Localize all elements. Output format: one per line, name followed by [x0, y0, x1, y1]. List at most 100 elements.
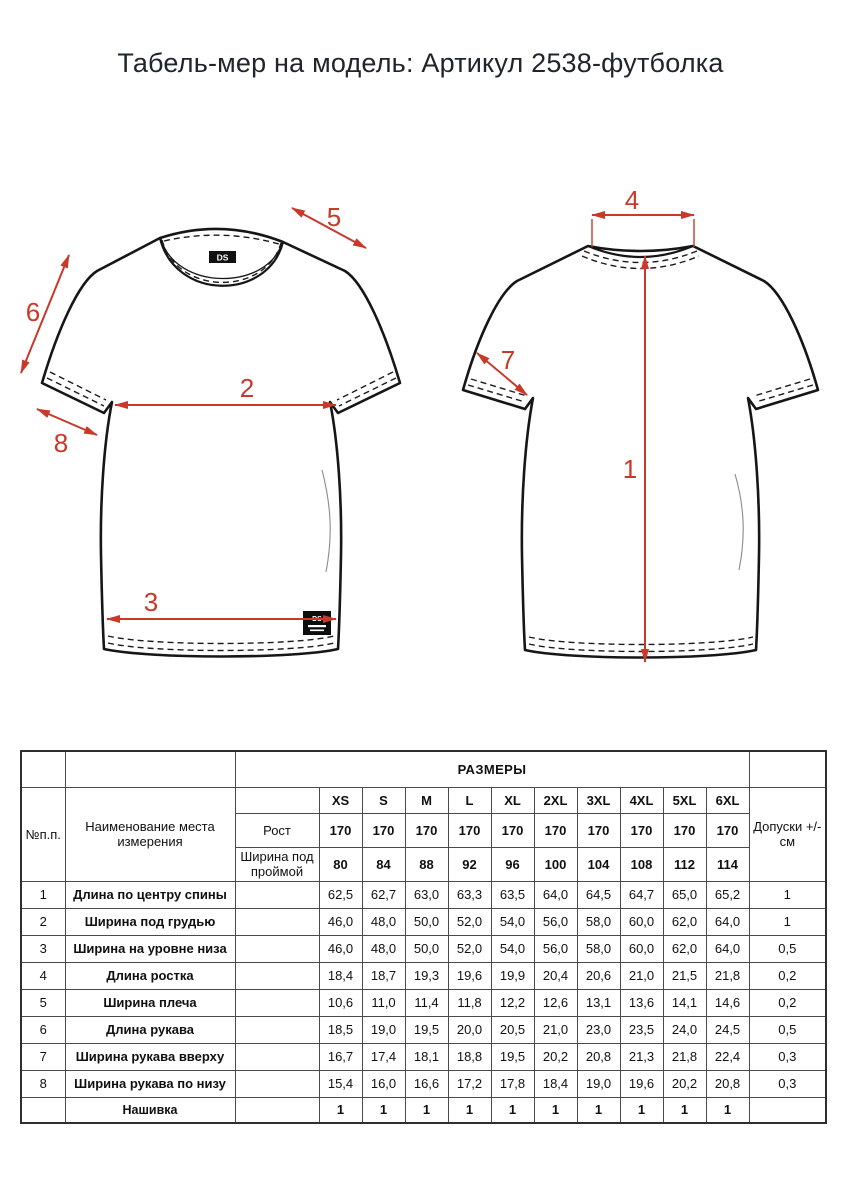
value-cell: 18,7: [361, 961, 406, 990]
num-col-header: №п.п.: [20, 786, 66, 882]
measure-label-4: 4: [625, 185, 639, 215]
back-body-outline: [461, 244, 820, 659]
measure-name-cell: Длина ростка: [64, 961, 236, 990]
front-neck-label-text: DS: [217, 253, 229, 263]
back-collar-stitch: [581, 255, 700, 270]
rost-value: 170: [619, 812, 664, 848]
row-number-cell: 1: [20, 880, 66, 909]
measure-arrow-8: [36, 408, 98, 436]
table-row: 2 Ширина под грудью 46,0 48,0 50,0 52,0 …: [20, 907, 827, 936]
value-cell: 19,6: [619, 1069, 664, 1098]
value-cell: 1: [447, 1096, 492, 1124]
stitch-line: [338, 377, 397, 407]
value-cell: 13,1: [576, 988, 621, 1017]
table-row: 1 Длина по центру спины 62,5 62,7 63,0 6…: [20, 880, 827, 909]
table-row-nashivka: Нашивка 1 1 1 1 1 1 1 1 1 1: [20, 1096, 827, 1124]
value-cell: 18,4: [318, 961, 363, 990]
value-cell: 21,3: [619, 1042, 664, 1071]
value-cell: 19,5: [404, 1015, 449, 1044]
stitch-line: [49, 371, 107, 401]
armhole-value: 88: [404, 846, 449, 882]
empty-cell: [234, 880, 320, 909]
back-collar-band: [586, 244, 695, 259]
page-title: Табель-мер на модель: Артикул 2538-футбо…: [117, 48, 724, 78]
front-body-outline: [40, 227, 402, 658]
empty-cell: [234, 1069, 320, 1098]
measure-name-cell: Нашивка: [64, 1096, 236, 1124]
value-cell: 20,0: [447, 1015, 492, 1044]
size-header: XL: [490, 786, 535, 814]
value-cell: 20,8: [705, 1069, 750, 1098]
front-neckline-top-stitch: [163, 234, 280, 245]
measurement-arrows: 2 3 5 6 8 4 7 1: [20, 185, 695, 663]
armhole-value: 84: [361, 846, 406, 882]
measure-arrow-5: [291, 207, 367, 249]
value-cell: 1: [662, 1096, 707, 1124]
rost-value: 170: [576, 812, 621, 848]
empty-cell: [234, 1015, 320, 1044]
rost-value: 170: [662, 812, 707, 848]
value-cell: 20,5: [490, 1015, 535, 1044]
rost-value: 170: [404, 812, 449, 848]
value-cell: 17,2: [447, 1069, 492, 1098]
measure-label-5: 5: [327, 202, 341, 232]
size-header: 3XL: [576, 786, 621, 814]
front-collar-band-line: [160, 238, 283, 280]
value-cell: 1: [533, 1096, 578, 1124]
value-cell: 21,5: [662, 961, 707, 990]
armhole-value: 112: [662, 846, 707, 882]
size-header: L: [447, 786, 492, 814]
value-cell: 1: [705, 1096, 750, 1124]
value-cell: 18,5: [318, 1015, 363, 1044]
value-cell: 56,0: [533, 907, 578, 936]
value-cell: 19,5: [490, 1042, 535, 1071]
value-cell: 23,0: [576, 1015, 621, 1044]
value-cell: 1: [318, 1096, 363, 1124]
tolerance-cell: [748, 1096, 827, 1124]
row-number-cell: 8: [20, 1069, 66, 1098]
value-cell: 65,0: [662, 880, 707, 909]
empty-cell: [234, 1096, 320, 1124]
value-cell: 1: [361, 1096, 406, 1124]
table-row: 5 Ширина плеча 10,6 11,0 11,4 11,8 12,2 …: [20, 988, 827, 1017]
empty-cell: [234, 988, 320, 1017]
value-cell: 18,4: [533, 1069, 578, 1098]
empty-cell: [64, 750, 236, 788]
value-cell: 24,5: [705, 1015, 750, 1044]
armhole-label-cell: Ширина под проймой: [234, 846, 320, 882]
size-header: 6XL: [705, 786, 750, 814]
measure-name-cell: Ширина рукава по низу: [64, 1069, 236, 1098]
value-cell: 1: [404, 1096, 449, 1124]
measure-name-cell: Длина по центру спины: [64, 880, 236, 909]
value-cell: 10,6: [318, 988, 363, 1017]
armhole-value: 108: [619, 846, 664, 882]
measure-name-cell: Длина рукава: [64, 1015, 236, 1044]
fabric-crease: [321, 469, 331, 573]
value-cell: 50,0: [404, 934, 449, 963]
measure-label-6: 6: [26, 297, 40, 327]
value-cell: 19,3: [404, 961, 449, 990]
value-cell: 20,2: [662, 1069, 707, 1098]
table-row-razmery: РАЗМЕРЫ: [20, 750, 827, 788]
back-shirt-drawing: [461, 244, 820, 659]
value-cell: 20,6: [576, 961, 621, 990]
table-row-size-names: №п.п. Наименование места измерения XS S …: [20, 786, 827, 882]
value-cell: 16,7: [318, 1042, 363, 1071]
armhole-value: 80: [318, 846, 363, 882]
row-number-cell: 6: [20, 1015, 66, 1044]
value-cell: 64,5: [576, 880, 621, 909]
name-col-header: Наименование места измерения: [64, 786, 236, 882]
value-cell: 48,0: [361, 907, 406, 936]
rost-value: 170: [361, 812, 406, 848]
rost-value: 170: [490, 812, 535, 848]
stitch-line: [107, 642, 335, 652]
empty-cell: [234, 934, 320, 963]
empty-cell: [748, 750, 827, 788]
armhole-value: 92: [447, 846, 492, 882]
value-cell: 52,0: [447, 934, 492, 963]
front-shirt-drawing: DS DS: [40, 227, 402, 658]
armhole-value: 114: [705, 846, 750, 882]
fabric-crease: [734, 473, 744, 571]
tolerance-col-header: Допуски +/- см: [748, 786, 827, 882]
row-number-cell: [20, 1096, 66, 1124]
